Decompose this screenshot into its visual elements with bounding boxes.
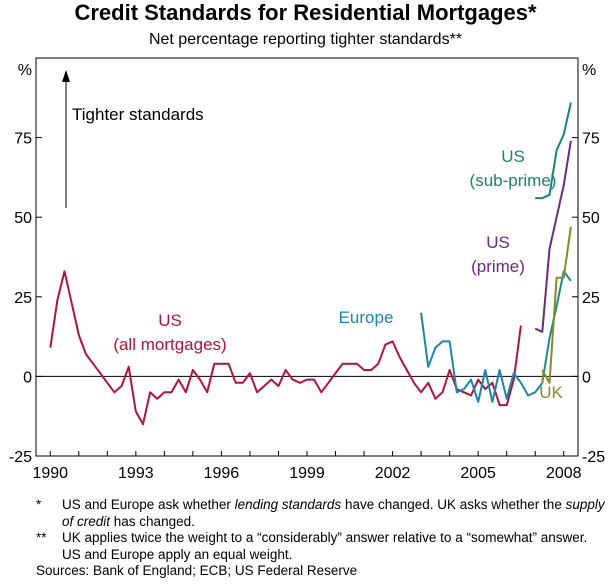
series-label-us-all-mortgages-: US bbox=[158, 311, 182, 330]
series-line-us-prime- bbox=[534, 140, 572, 333]
series-line-uk bbox=[541, 226, 572, 384]
footnote-1-mark: * bbox=[36, 497, 42, 512]
x-tick-label: 2008 bbox=[546, 465, 582, 482]
y-tick-label-right: 25 bbox=[582, 290, 600, 307]
y-tick-label-left: 0 bbox=[23, 369, 32, 386]
x-tick-label: 1999 bbox=[289, 465, 325, 482]
chart-svg: -25 -25 0 0 25 25 50 50 75 75% % 1990 1993 1996 1999 20… bbox=[9, 57, 605, 482]
series-line-us-all-mortgages- bbox=[49, 270, 522, 426]
y-tick-label-right: 75 bbox=[582, 131, 600, 148]
source-line: Sources: Bank of England; ECB; US Federa… bbox=[36, 563, 358, 578]
y-tick-label-left: 75 bbox=[14, 131, 32, 148]
x-tick-label: 2005 bbox=[460, 465, 496, 482]
chart-title: Credit Standards for Residential Mortgag… bbox=[74, 0, 537, 25]
y-tick-label-right: -25 bbox=[582, 449, 605, 466]
y-tick-label-right: 50 bbox=[582, 210, 600, 227]
footnote-1-text: US and Europe ask whether lending standa… bbox=[62, 497, 605, 529]
y-axis-unit-left: % bbox=[18, 62, 32, 79]
footnote-2-text: UK applies twice the weight to a “consid… bbox=[62, 530, 588, 562]
y-tick-label-left: 25 bbox=[14, 290, 32, 307]
series-label-us-sub-prime-: US bbox=[501, 147, 525, 166]
uk-label-pointer bbox=[541, 369, 545, 385]
y-axis-unit-right: % bbox=[582, 62, 596, 79]
series-label-uk: UK bbox=[539, 383, 563, 402]
series-label-us-prime-: US bbox=[486, 233, 510, 252]
x-tick-label: 1996 bbox=[204, 465, 240, 482]
series-label-europe: Europe bbox=[339, 308, 394, 327]
footnote-2-mark: ** bbox=[36, 530, 47, 545]
footnote-2: ** UK applies twice the weight to a “con… bbox=[36, 530, 606, 563]
x-tick-label: 1990 bbox=[32, 465, 68, 482]
series-label-us-all-mortgages-: (all mortgages) bbox=[113, 335, 226, 354]
series-label-us-sub-prime-: (sub-prime) bbox=[470, 171, 557, 190]
y-tick-label-left: 50 bbox=[14, 210, 32, 227]
series-label-us-prime-: (prime) bbox=[471, 257, 525, 276]
y-tick-label-right: 0 bbox=[582, 369, 591, 386]
footnote-1: * US and Europe ask whether lending stan… bbox=[36, 497, 606, 530]
x-tick-label: 2002 bbox=[375, 465, 411, 482]
series-line-us-sub-prime- bbox=[535, 102, 572, 200]
y-tick-label-left: -25 bbox=[9, 449, 32, 466]
chart-subtitle: Net percentage reporting tighter standar… bbox=[148, 31, 463, 48]
tighter-arrow-head bbox=[62, 70, 70, 82]
x-tick-label: 1993 bbox=[118, 465, 154, 482]
series-line-europe bbox=[420, 270, 572, 403]
footnotes: * US and Europe ask whether lending stan… bbox=[36, 497, 606, 580]
tighter-standards-label: Tighter standards bbox=[72, 105, 204, 124]
